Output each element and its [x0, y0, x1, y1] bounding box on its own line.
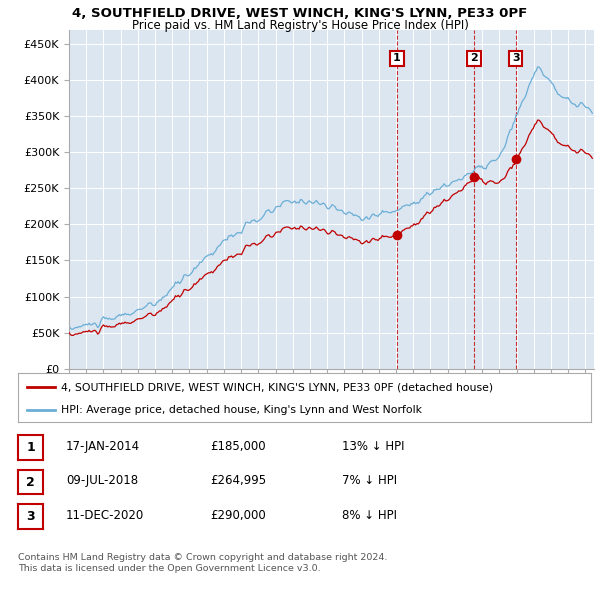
Text: Price paid vs. HM Land Registry's House Price Index (HPI): Price paid vs. HM Land Registry's House … — [131, 19, 469, 32]
Text: £290,000: £290,000 — [210, 509, 266, 522]
Text: 4, SOUTHFIELD DRIVE, WEST WINCH, KING'S LYNN, PE33 0PF: 4, SOUTHFIELD DRIVE, WEST WINCH, KING'S … — [73, 7, 527, 20]
Text: 11-DEC-2020: 11-DEC-2020 — [66, 509, 144, 522]
Text: 2: 2 — [26, 476, 35, 489]
Text: 3: 3 — [26, 510, 35, 523]
Text: £185,000: £185,000 — [210, 440, 266, 453]
Text: 2: 2 — [470, 53, 478, 63]
Text: 7% ↓ HPI: 7% ↓ HPI — [342, 474, 397, 487]
Text: 4, SOUTHFIELD DRIVE, WEST WINCH, KING'S LYNN, PE33 0PF (detached house): 4, SOUTHFIELD DRIVE, WEST WINCH, KING'S … — [61, 382, 493, 392]
Text: 1: 1 — [393, 53, 401, 63]
Text: 17-JAN-2014: 17-JAN-2014 — [66, 440, 140, 453]
Text: HPI: Average price, detached house, King's Lynn and West Norfolk: HPI: Average price, detached house, King… — [61, 405, 422, 415]
Text: 13% ↓ HPI: 13% ↓ HPI — [342, 440, 404, 453]
Text: 3: 3 — [512, 53, 520, 63]
Text: 1: 1 — [26, 441, 35, 454]
Text: £264,995: £264,995 — [210, 474, 266, 487]
Text: 09-JUL-2018: 09-JUL-2018 — [66, 474, 138, 487]
Text: 8% ↓ HPI: 8% ↓ HPI — [342, 509, 397, 522]
Text: Contains HM Land Registry data © Crown copyright and database right 2024.
This d: Contains HM Land Registry data © Crown c… — [18, 553, 388, 573]
